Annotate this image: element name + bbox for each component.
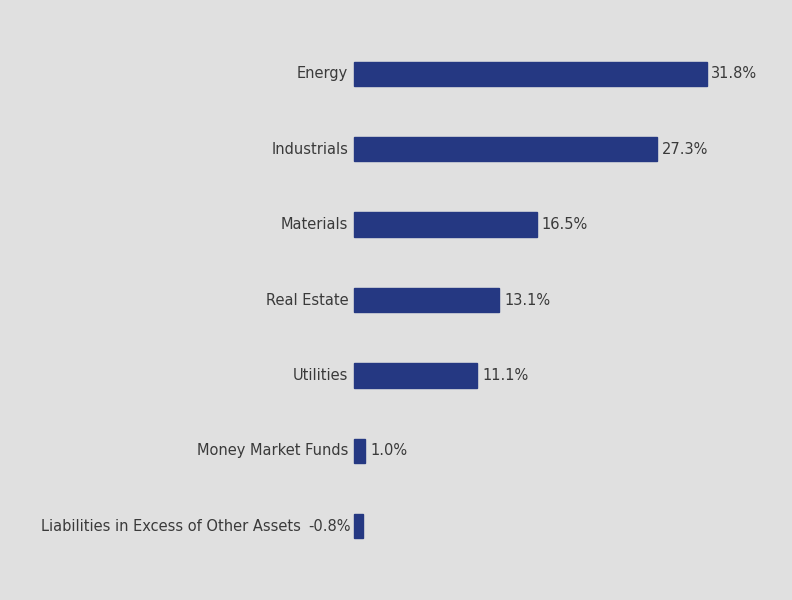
Bar xyxy=(354,62,706,86)
Bar xyxy=(354,137,657,161)
Text: 16.5%: 16.5% xyxy=(542,217,588,232)
Text: Real Estate: Real Estate xyxy=(265,293,348,308)
Text: Utilities: Utilities xyxy=(293,368,348,383)
Text: Industrials: Industrials xyxy=(272,142,348,157)
Text: 27.3%: 27.3% xyxy=(661,142,708,157)
Text: 31.8%: 31.8% xyxy=(711,66,757,81)
Text: 11.1%: 11.1% xyxy=(482,368,528,383)
Text: 1.0%: 1.0% xyxy=(370,443,407,458)
Text: Money Market Funds: Money Market Funds xyxy=(197,443,348,458)
Bar xyxy=(354,514,364,538)
Text: Liabilities in Excess of Other Assets: Liabilities in Excess of Other Assets xyxy=(41,519,301,534)
Bar xyxy=(354,212,537,236)
Text: 13.1%: 13.1% xyxy=(505,293,550,308)
Bar xyxy=(354,364,478,388)
Bar xyxy=(354,288,500,312)
Bar xyxy=(354,439,365,463)
Text: Materials: Materials xyxy=(281,217,348,232)
Text: -0.8%: -0.8% xyxy=(308,519,351,534)
Text: Energy: Energy xyxy=(297,66,348,81)
